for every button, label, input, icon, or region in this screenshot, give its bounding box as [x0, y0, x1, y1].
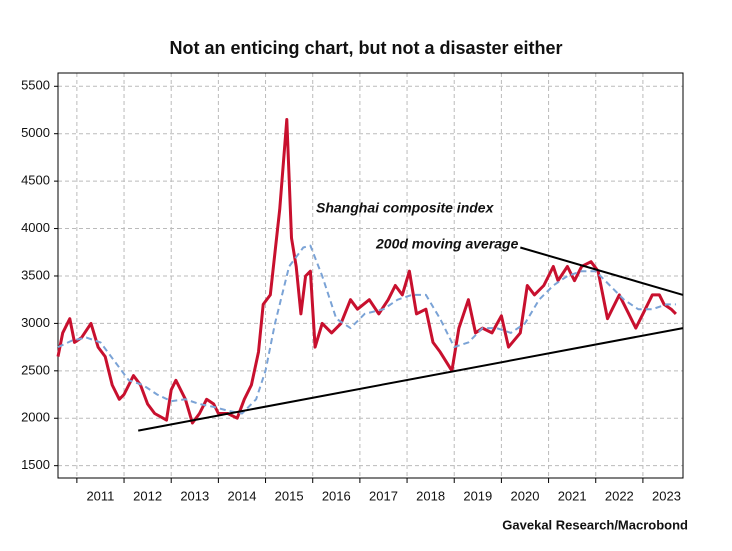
x-tick-label: 2023 — [652, 488, 681, 503]
series-line — [57, 244, 676, 415]
x-tick-label: 2016 — [322, 488, 351, 503]
annotation: 200d moving average — [375, 236, 519, 252]
x-tick-label: 2014 — [228, 488, 257, 503]
x-tick-label: 2013 — [180, 488, 209, 503]
x-tick-label: 2017 — [369, 488, 398, 503]
trend-line — [520, 246, 684, 296]
annotation: Shanghai composite index — [316, 200, 495, 216]
x-tick-label: 2022 — [605, 488, 634, 503]
y-tick-label: 2000 — [21, 410, 50, 425]
y-tick-label: 5000 — [21, 125, 50, 140]
source: Gavekal Research/Macrobond — [502, 517, 688, 532]
series-line — [56, 118, 677, 425]
y-tick-label: 2500 — [21, 362, 50, 377]
x-tick-label: 2012 — [133, 488, 162, 503]
chart-title: Not an enticing chart, but not a disaste… — [169, 38, 562, 58]
y-tick-label: 1500 — [21, 457, 50, 472]
y-tick-label: 4000 — [21, 220, 50, 235]
x-tick-label: 2015 — [275, 488, 304, 503]
y-tick-label: 3500 — [21, 267, 50, 282]
x-tick-label: 2020 — [511, 488, 540, 503]
y-tick-label: 3000 — [21, 315, 50, 330]
x-tick-label: 2019 — [463, 488, 492, 503]
plot-frame — [57, 72, 684, 479]
y-tick-label: 5500 — [21, 78, 50, 93]
y-tick-label: 4500 — [21, 173, 50, 188]
x-tick-label: 2021 — [558, 488, 587, 503]
x-tick-label: 2018 — [416, 488, 445, 503]
trend-line — [138, 327, 684, 432]
x-tick-label: 2011 — [86, 488, 114, 503]
